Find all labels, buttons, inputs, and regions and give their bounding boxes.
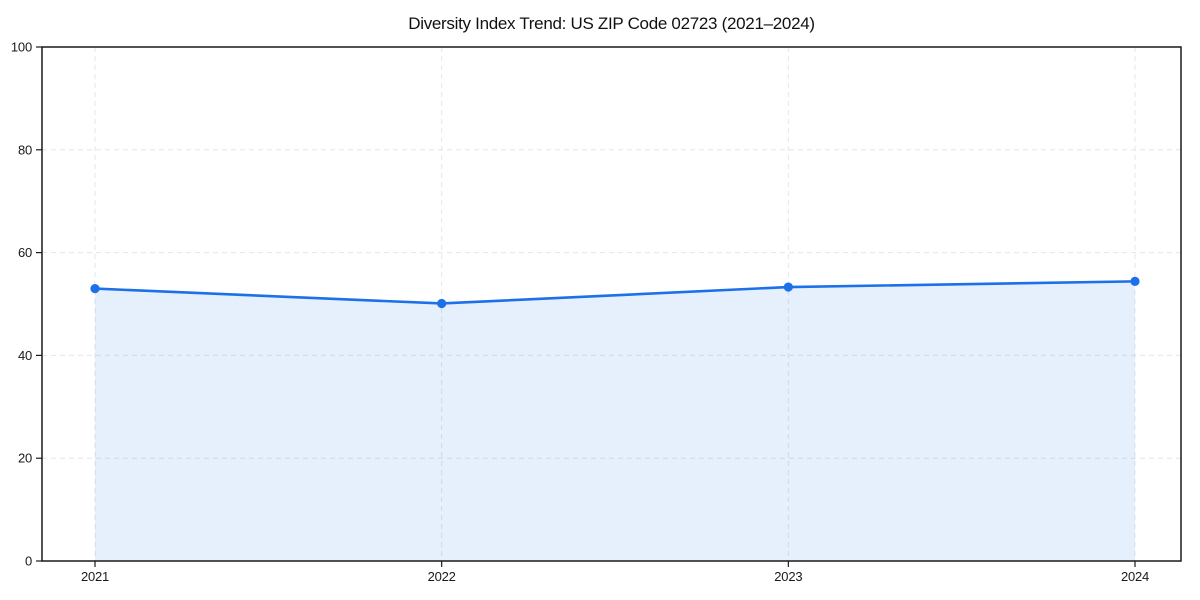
data-point-marker <box>90 283 100 294</box>
x-tick-label: 2021 <box>81 569 109 584</box>
y-tick-label: 80 <box>18 142 32 157</box>
x-tick-label: 2023 <box>774 569 802 584</box>
x-tick-label: 2024 <box>1121 569 1149 584</box>
axis-frame <box>41 46 1182 562</box>
x-tick-label: 2022 <box>428 569 456 584</box>
data-point-marker <box>783 282 793 292</box>
y-tick-label: 100 <box>11 40 32 55</box>
chart-title: Diversity Index Trend: US ZIP Code 02723… <box>408 14 815 33</box>
data-point-marker <box>437 298 447 309</box>
y-tick-label: 0 <box>25 554 32 569</box>
trend-line <box>93 280 1137 305</box>
y-tick-label: 60 <box>18 245 32 260</box>
area-fill <box>95 281 1135 561</box>
data-point-marker <box>1130 276 1140 286</box>
y-tick-label: 20 <box>18 451 32 466</box>
y-tick-label: 40 <box>18 348 32 363</box>
